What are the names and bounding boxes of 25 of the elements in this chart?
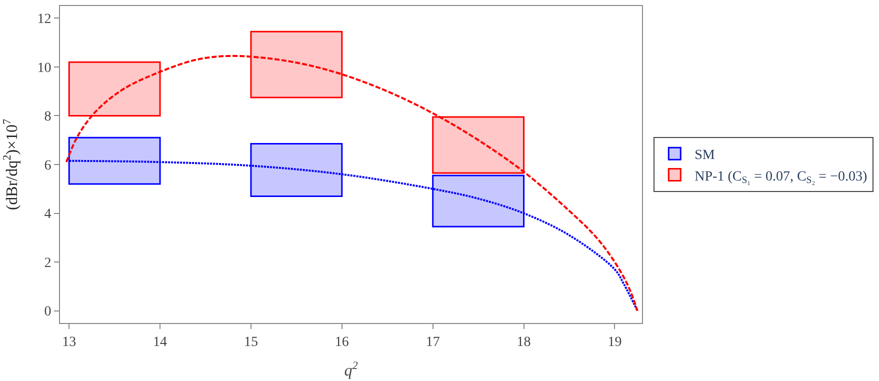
x-tick-label: 17 (426, 334, 440, 350)
x-tick-label: 18 (516, 334, 531, 350)
y-tick-label: 4 (44, 207, 52, 222)
x-axis-title: q$^{2}$ (344, 360, 358, 380)
bar (432, 174, 525, 228)
line-series (65, 54, 638, 312)
x-tick-label: 14 (153, 334, 168, 350)
x-tick-label: 15 (244, 334, 258, 350)
x-tick-label: 19 (608, 334, 622, 350)
x-tick-label: 16 (334, 334, 349, 350)
y-tick-label: 0 (44, 304, 52, 320)
y-tick-label: 8 (44, 110, 52, 125)
bar (250, 30, 343, 98)
bar (68, 61, 161, 116)
bar (68, 136, 161, 185)
legend-label: SM (694, 148, 716, 164)
legend-label: NP-1 (C$_{S₁}$ = 0.07, C$_{S₂}$ = −0.03) (694, 169, 868, 186)
line-series (68, 160, 638, 312)
x-tick-label: 13 (62, 334, 76, 350)
bar (250, 143, 343, 197)
y-tick-label: 2 (44, 256, 52, 271)
bar (432, 116, 525, 174)
y-tick-label: 10 (37, 60, 52, 76)
y-tick-label: 6 (44, 158, 52, 174)
y-tick-label: 12 (37, 12, 52, 28)
